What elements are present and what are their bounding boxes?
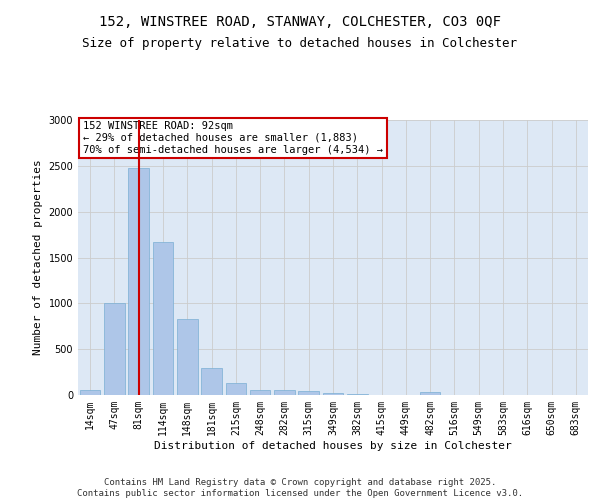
Bar	[152, 242, 173, 395]
Text: Size of property relative to detached houses in Colchester: Size of property relative to detached ho…	[83, 38, 517, 51]
Bar	[201, 368, 222, 395]
Bar	[298, 392, 319, 395]
Bar	[420, 392, 440, 395]
Bar	[347, 394, 368, 395]
Text: 152 WINSTREE ROAD: 92sqm
← 29% of detached houses are smaller (1,883)
70% of sem: 152 WINSTREE ROAD: 92sqm ← 29% of detach…	[83, 122, 383, 154]
Text: 152, WINSTREE ROAD, STANWAY, COLCHESTER, CO3 0QF: 152, WINSTREE ROAD, STANWAY, COLCHESTER,…	[99, 15, 501, 29]
Bar	[128, 168, 149, 395]
Bar	[323, 392, 343, 395]
Bar	[80, 390, 100, 395]
Bar	[274, 390, 295, 395]
Bar	[250, 390, 271, 395]
Bar	[226, 382, 246, 395]
Bar	[177, 319, 197, 395]
Bar	[104, 304, 125, 395]
Y-axis label: Number of detached properties: Number of detached properties	[33, 160, 43, 356]
X-axis label: Distribution of detached houses by size in Colchester: Distribution of detached houses by size …	[154, 440, 512, 450]
Text: Contains HM Land Registry data © Crown copyright and database right 2025.
Contai: Contains HM Land Registry data © Crown c…	[77, 478, 523, 498]
